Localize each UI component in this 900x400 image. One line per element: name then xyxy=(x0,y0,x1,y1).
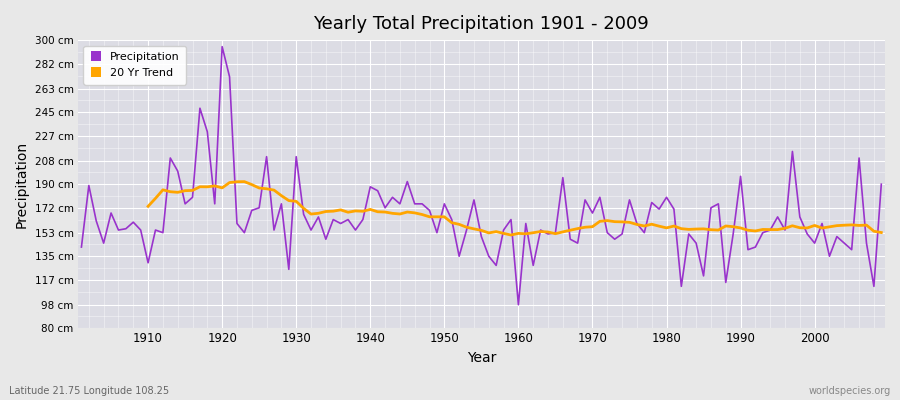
X-axis label: Year: Year xyxy=(467,351,496,365)
Text: worldspecies.org: worldspecies.org xyxy=(809,386,891,396)
Text: Latitude 21.75 Longitude 108.25: Latitude 21.75 Longitude 108.25 xyxy=(9,386,169,396)
Legend: Precipitation, 20 Yr Trend: Precipitation, 20 Yr Trend xyxy=(84,46,186,84)
Y-axis label: Precipitation: Precipitation xyxy=(15,141,29,228)
Title: Yearly Total Precipitation 1901 - 2009: Yearly Total Precipitation 1901 - 2009 xyxy=(313,15,649,33)
